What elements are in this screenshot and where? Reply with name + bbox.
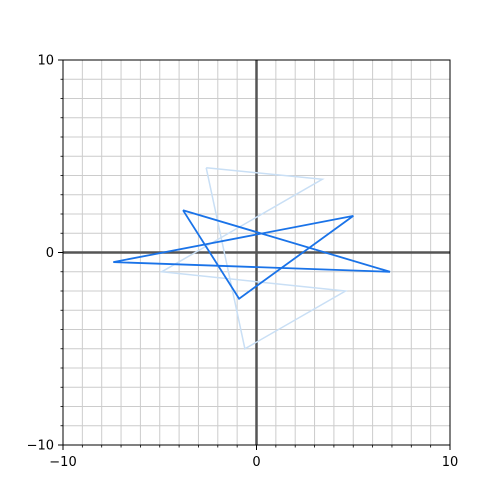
x-tick-label: 0	[252, 455, 260, 470]
x-tick-label: −10	[49, 455, 76, 470]
series-layer	[113, 167, 391, 350]
x-tick-label: 10	[442, 455, 459, 470]
axes	[63, 60, 450, 445]
series-line-1	[159, 167, 348, 350]
series-line-2	[113, 209, 391, 300]
tick-labels: −10 0 10 −10 0 10	[27, 54, 459, 471]
ticks	[58, 59, 451, 450]
y-tick-label: −10	[27, 439, 54, 454]
y-tick-label: 10	[37, 54, 54, 69]
y-tick-label: 0	[46, 246, 54, 261]
